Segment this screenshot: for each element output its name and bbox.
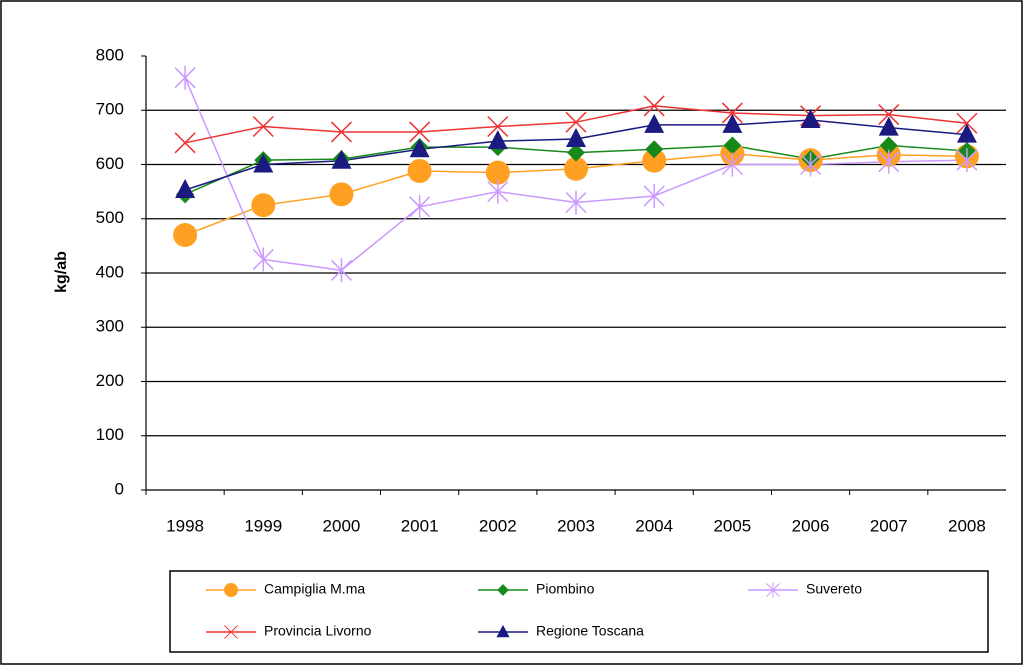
legend-marker [496,624,510,638]
x-tick-label: 2007 [870,516,908,535]
x-tick-label: 2003 [557,516,595,535]
y-axis-label: kg/ab [53,251,70,293]
marker [565,111,587,133]
legend-marker [766,582,780,598]
marker [721,152,743,177]
legend-marker [224,583,238,597]
marker [878,149,900,174]
marker [173,223,198,248]
marker [175,178,196,198]
marker [252,115,274,138]
x-tick-label: 2004 [635,516,673,535]
x-tick-label: 2006 [792,516,830,535]
legend-marker [497,584,509,596]
marker [487,130,508,150]
marker [409,121,431,143]
marker [485,160,510,185]
marker [174,132,196,154]
marker [645,140,664,159]
x-tick-label: 1998 [166,516,204,535]
y-tick-label: 700 [96,100,124,119]
marker [409,194,431,219]
y-tick-label: 500 [96,208,124,227]
legend-label: Regione Toscana [536,623,644,639]
marker [564,156,588,181]
legend-label: Campiglia M.ma [264,581,365,597]
x-tick-label: 2001 [401,516,439,535]
marker [331,149,352,169]
marker [566,128,586,148]
y-tick-label: 100 [96,425,124,444]
y-tick-label: 600 [96,154,124,173]
marker [330,258,352,283]
legend-box [169,570,989,653]
marker [643,95,665,117]
y-tick-label: 800 [96,45,124,64]
legend-label: Piombino [536,581,595,597]
marker [174,65,196,90]
y-tick-label: 300 [96,317,124,336]
marker [956,123,977,143]
marker [330,121,352,143]
marker [487,115,509,138]
marker [252,247,274,272]
marker [721,102,743,124]
x-tick-label: 1999 [244,516,282,535]
marker [878,104,900,126]
marker [723,136,742,155]
marker [642,148,667,173]
marker [565,190,587,215]
marker [800,152,822,177]
marker [879,136,898,155]
marker [643,183,665,208]
marker [644,113,665,133]
marker [487,179,509,204]
legend-label: Suvereto [806,581,862,597]
x-tick-label: 2000 [323,516,361,535]
marker [722,113,743,133]
marker [800,109,821,129]
x-tick-label: 2002 [479,516,517,535]
legend-label: Provincia Livorno [264,623,372,639]
marker [251,193,276,218]
marker [956,112,978,134]
marker [878,116,899,136]
marker [956,148,978,173]
legend-marker [224,625,238,639]
marker [567,143,585,162]
x-tick-label: 2005 [713,516,751,535]
y-tick-label: 400 [96,262,124,281]
marker [407,159,432,184]
marker [329,182,354,207]
x-tick-label: 2008 [948,516,986,535]
marker [409,138,430,158]
marker [253,153,274,173]
y-tick-label: 0 [115,479,124,498]
y-tick-label: 200 [96,371,124,390]
